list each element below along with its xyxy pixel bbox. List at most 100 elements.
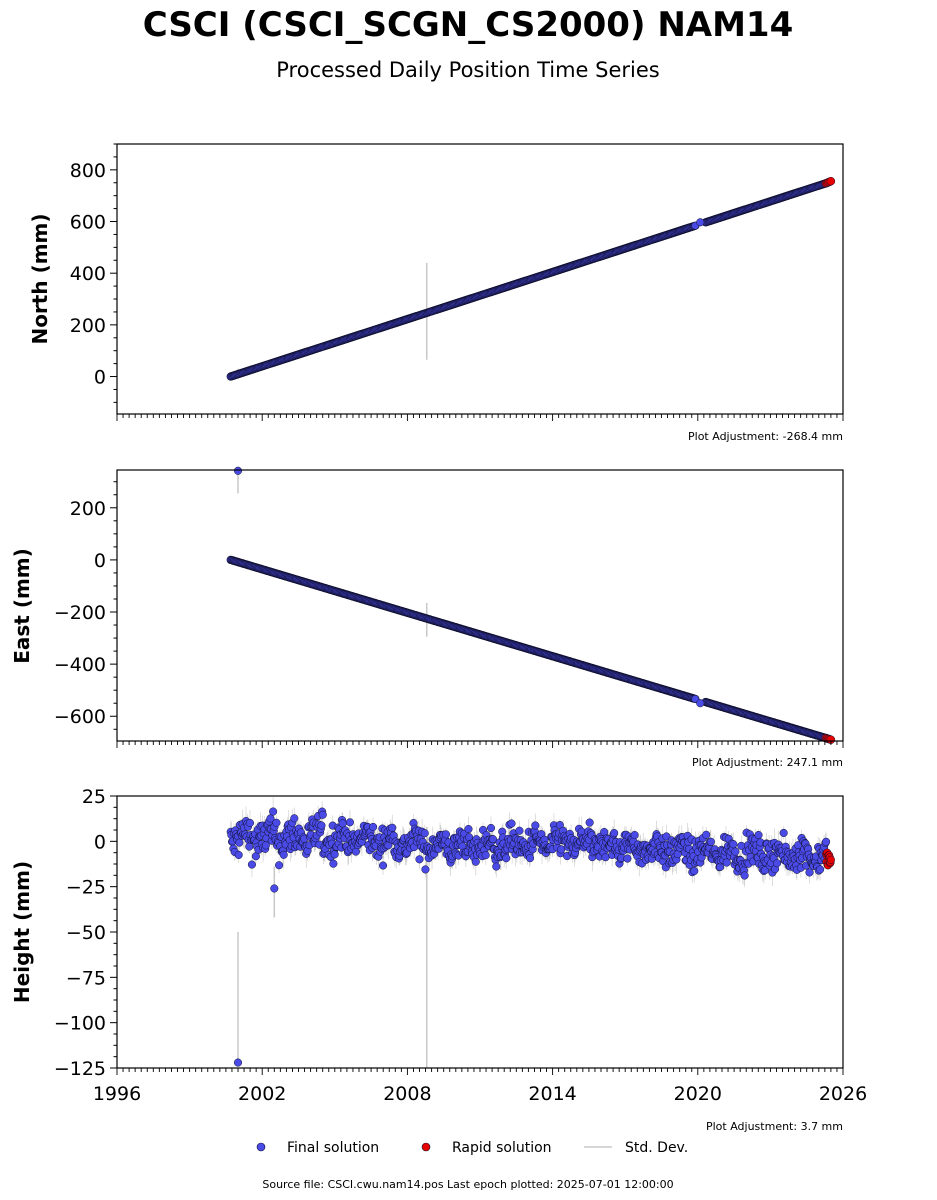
east-ytick-label: −600 — [54, 706, 106, 728]
height-outlier-1 — [270, 884, 279, 893]
height-point — [630, 830, 639, 840]
height-point — [690, 866, 699, 876]
height-point — [318, 810, 327, 819]
height-point — [464, 825, 473, 834]
height-point — [247, 860, 256, 869]
east-ytick-label: 0 — [94, 550, 106, 572]
height-final-points — [226, 807, 831, 880]
height-point — [585, 818, 594, 827]
east-axes: −600 −400 −200 0 200 — [54, 481, 844, 748]
height-point — [729, 840, 738, 849]
legend-final-marker — [256, 1142, 266, 1152]
north-ylabel: North (mm) — [28, 213, 52, 344]
height-point — [731, 847, 740, 856]
height-ytick-label: −100 — [54, 1013, 106, 1035]
height-point — [702, 830, 711, 839]
height-frame — [116, 795, 844, 1069]
height-rapid-points — [822, 848, 835, 870]
height-rapid-point — [826, 855, 835, 864]
xtick-label: 2002 — [238, 1083, 286, 1105]
xtick-label: 1996 — [93, 1083, 141, 1105]
height-point — [345, 818, 354, 827]
height-point — [488, 835, 498, 844]
legend-std-label: Std. Dev. — [625, 1140, 688, 1156]
legend: Final solution Rapid solution Std. Dev. — [256, 1140, 688, 1156]
height-ytick-label: −25 — [66, 877, 106, 899]
xtick-label: 2014 — [528, 1083, 576, 1105]
legend-rapid-label: Rapid solution — [452, 1140, 552, 1156]
height-point — [471, 857, 480, 866]
north-ytick-label: 800 — [70, 160, 106, 182]
height-point — [272, 818, 281, 827]
height-point — [502, 854, 511, 863]
source-note: Source file: CSCI.cwu.nam14.pos Last epo… — [262, 1178, 673, 1191]
north-adjustment: Plot Adjustment: -268.4 mm — [688, 430, 843, 443]
height-point — [415, 855, 424, 864]
height-point — [515, 826, 524, 835]
height-point — [290, 814, 299, 823]
height-point — [486, 823, 496, 833]
height-ytick-label: −50 — [66, 922, 106, 944]
height-point — [420, 829, 429, 838]
east-adjustment: Plot Adjustment: 247.1 mm — [692, 756, 843, 769]
height-axes: −125 −100 −75 −50 −25 0 25 1996 2002 2008 2014 2020… — [54, 786, 867, 1105]
east-outlier — [233, 466, 243, 475]
height-point — [623, 854, 632, 863]
north-final-points — [226, 179, 831, 381]
height-point — [773, 859, 782, 868]
height-point — [245, 842, 254, 851]
east-isolated-point — [696, 699, 705, 708]
east-plot-area — [226, 466, 836, 744]
height-point — [492, 862, 501, 871]
height-point — [754, 830, 763, 840]
north-panel: 0 200 400 600 800 North (mm) Plot Adjustment… — [28, 143, 844, 443]
height-point — [722, 858, 731, 867]
north-ytick-label: 600 — [70, 212, 106, 234]
figure-title: CSCI (CSCI_SCGN_CS2000) NAM14 — [143, 5, 794, 45]
east-final-points — [226, 555, 831, 743]
east-ytick-label: 200 — [70, 498, 106, 520]
height-point — [816, 865, 825, 874]
north-plot-area — [226, 176, 836, 381]
xtick-label: 2020 — [674, 1083, 722, 1105]
east-ylabel: East (mm) — [10, 548, 34, 664]
height-panel: −125 −100 −75 −50 −25 0 25 1996 2002 2008 2014 2020… — [10, 786, 867, 1133]
north-frame — [116, 143, 844, 415]
height-point — [317, 821, 326, 830]
height-point — [805, 868, 814, 877]
height-point — [531, 821, 540, 830]
north-rapid-point — [826, 176, 836, 186]
height-plot-area — [226, 797, 835, 1068]
height-point — [269, 807, 278, 816]
height-point — [234, 850, 243, 860]
east-ytick-label: −200 — [54, 602, 106, 624]
height-point — [526, 854, 535, 863]
height-point — [421, 865, 430, 874]
height-point — [388, 823, 397, 832]
north-isolated-point — [696, 218, 705, 227]
height-ytick-label: 0 — [94, 831, 106, 853]
height-point — [740, 871, 749, 880]
height-point — [245, 818, 254, 828]
xtick-label: 2008 — [383, 1083, 431, 1105]
height-point — [441, 830, 451, 839]
legend-final-label: Final solution — [287, 1140, 379, 1156]
height-point — [266, 814, 275, 823]
height-point — [338, 819, 347, 828]
height-point — [275, 861, 284, 870]
height-ytick-label: −75 — [66, 967, 106, 989]
figure-subtitle: Processed Daily Position Time Series — [276, 58, 660, 82]
height-point — [822, 837, 831, 846]
xtick-label: 2026 — [819, 1083, 867, 1105]
north-ytick-label: 400 — [70, 263, 106, 285]
height-point — [481, 851, 490, 860]
height-adjustment: Plot Adjustment: 3.7 mm — [706, 1120, 843, 1133]
legend-rapid-marker — [421, 1142, 431, 1152]
height-point — [706, 837, 715, 846]
height-point — [369, 822, 378, 832]
north-ytick-label: 0 — [94, 367, 106, 389]
height-point — [779, 828, 788, 837]
height-point — [507, 819, 516, 828]
height-ylabel: Height (mm) — [10, 861, 34, 1003]
